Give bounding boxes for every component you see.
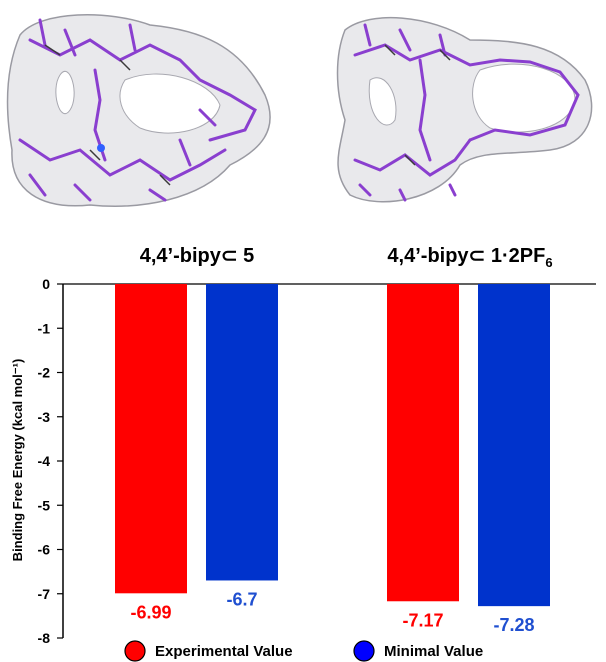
data-label-minimal-1: -6.7	[226, 589, 257, 609]
data-label-experimental-2: -7.17	[402, 610, 443, 630]
y-tick-label: -8	[38, 630, 51, 646]
y-tick-label: -3	[38, 409, 51, 425]
bar-minimal-1	[206, 284, 278, 581]
y-tick-label: -4	[38, 453, 51, 469]
legend-swatch-minimal	[353, 640, 375, 662]
y-tick-label: -1	[38, 320, 51, 336]
y-tick-label: -7	[38, 586, 51, 602]
legend: Experimental Value Minimal Value	[124, 640, 483, 662]
legend-label-minimal: Minimal Value	[384, 643, 483, 660]
molecule-image-left	[6, 14, 271, 207]
data-label-minimal-2: -7.28	[493, 615, 534, 635]
y-tick-label: -6	[38, 542, 51, 558]
data-label-experimental-1: -6.99	[130, 602, 171, 622]
bar-experimental-2	[387, 284, 459, 602]
legend-label-experimental: Experimental Value	[155, 643, 293, 660]
category-title-1: 4,4’-bipy⊂ 5	[140, 245, 255, 267]
y-axis-ticks: 0 -1 -2 -3 -4 -5 -6 -7 -8	[38, 276, 63, 646]
bars	[115, 284, 550, 607]
molecule-image-right	[336, 16, 593, 203]
data-labels: -6.99 -6.7 -7.17 -7.28	[130, 589, 534, 635]
y-axis-label: Binding Free Energy (kcal mol⁻¹)	[10, 359, 25, 562]
bar-minimal-2	[478, 284, 550, 607]
y-tick-label: -5	[38, 497, 51, 513]
y-tick-label: 0	[42, 276, 50, 292]
y-tick-label: -2	[38, 365, 51, 381]
category-title-2: 4,4’-bipy⊂ 1·2PF6	[387, 245, 552, 270]
bar-experimental-1	[115, 284, 187, 594]
legend-swatch-experimental	[124, 640, 146, 662]
